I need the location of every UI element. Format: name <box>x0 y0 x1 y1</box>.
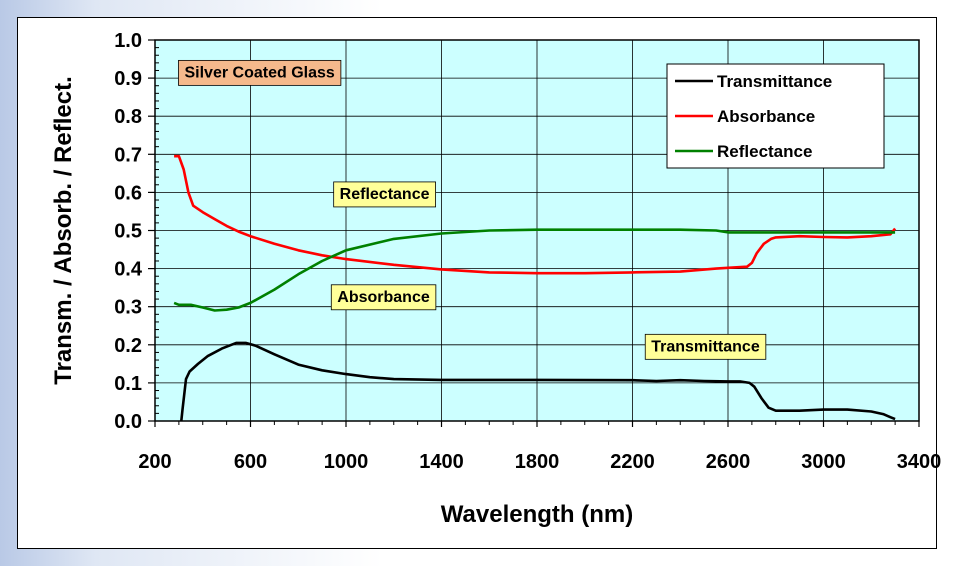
y-tick-label: 0.5 <box>114 221 142 243</box>
series-transmittance-line <box>180 341 896 422</box>
x-tick-label: 1000 <box>324 451 369 473</box>
y-tick-label: 0.2 <box>114 335 142 357</box>
y-axis-title: Transm. / Absorb. / Reflect. <box>50 76 77 385</box>
x-tick-label: 1400 <box>419 451 464 473</box>
series-reflectance-line <box>173 228 896 312</box>
annotations: Silver Coated Glass Reflectance Absorbance… <box>178 59 767 360</box>
y-tick-label: 0.6 <box>114 182 142 204</box>
annotation-box <box>644 333 767 360</box>
y-tick-label: 0.4 <box>114 259 143 281</box>
y-tick-label: 0.1 <box>114 373 142 395</box>
annotation-box <box>330 284 437 311</box>
series-absorbance-line <box>174 154 897 275</box>
annotation-label: Silver Coated Glass <box>178 59 342 86</box>
x-tick-label: 600 <box>234 451 267 473</box>
annotation-label: Transmittance <box>644 333 767 360</box>
x-tick-label: 200 <box>138 451 171 473</box>
annotation-box <box>333 181 436 208</box>
legend-item-label: Absorbance <box>717 107 815 126</box>
y-tick-label: 0.0 <box>114 411 142 433</box>
legend-item-label: Transmittance <box>717 72 832 91</box>
y-tick-label: 0.7 <box>114 144 142 166</box>
y-tick-label: 1.0 <box>114 30 142 52</box>
y-tick-label: 0.8 <box>114 106 142 128</box>
annotation-label: Reflectance <box>333 181 436 208</box>
annotation-text: Transmittance <box>651 338 760 355</box>
series-layer <box>173 154 897 422</box>
x-tick-label: 2600 <box>706 451 751 473</box>
annotation-text: Absorbance <box>337 289 430 306</box>
annotation-text: Reflectance <box>340 186 430 203</box>
annotation-box <box>178 59 342 86</box>
legend-item-label: Reflectance <box>717 142 812 161</box>
annotation-label: Absorbance <box>330 284 437 311</box>
axes: 200 600 1000 1400 1800 2200 2600 3000 3400 0.0 0.1… <box>114 30 941 473</box>
x-axis-title: Wavelength (nm) <box>441 501 633 528</box>
x-tick-label: 2200 <box>610 451 655 473</box>
y-tick-label: 0.9 <box>114 68 142 90</box>
legend: Transmittance Absorbance Reflectance <box>666 63 885 169</box>
x-tick-label: 3400 <box>897 451 942 473</box>
x-tick-label: 1800 <box>515 451 560 473</box>
annotation-text: Silver Coated Glass <box>184 64 334 81</box>
y-tick-label: 0.3 <box>114 297 142 319</box>
x-tick-label: 3000 <box>801 451 846 473</box>
